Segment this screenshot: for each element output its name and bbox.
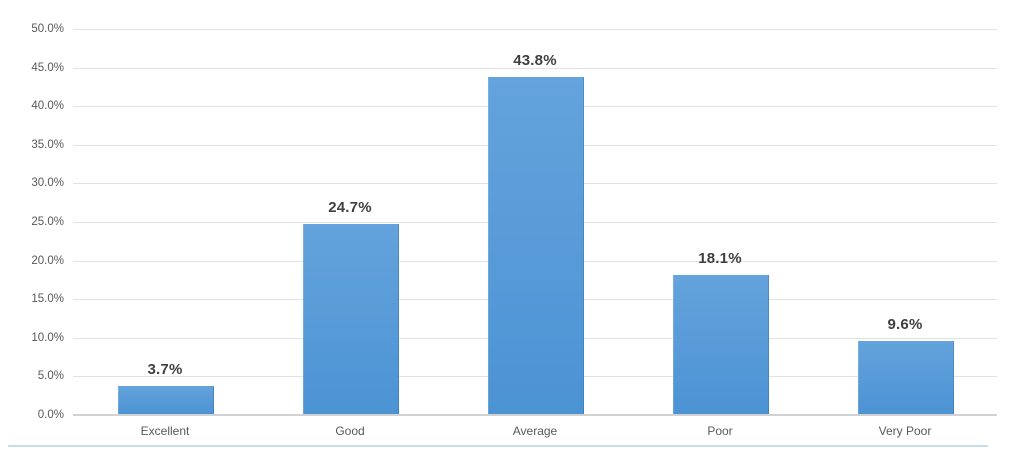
bar-value-label: 3.7% bbox=[147, 361, 183, 378]
bar-poor[interactable] bbox=[673, 275, 769, 414]
chart-bottom-accent-line bbox=[8, 445, 988, 447]
bar-value-label: 24.7% bbox=[328, 199, 372, 216]
y-axis-tick-label: 50.0% bbox=[31, 23, 64, 35]
x-axis-category-label: Very Poor bbox=[878, 424, 932, 438]
y-axis-tick-label: 15.0% bbox=[31, 293, 64, 305]
y-axis-tick-label: 10.0% bbox=[31, 332, 64, 344]
bar-value-label: 18.1% bbox=[698, 250, 742, 267]
y-axis-tick-label: 25.0% bbox=[31, 216, 64, 228]
x-axis-category-label: Average bbox=[512, 424, 558, 438]
y-axis-tick-label: 5.0% bbox=[37, 370, 64, 382]
y-axis-tick-label: 45.0% bbox=[31, 62, 64, 74]
x-axis-line bbox=[73, 414, 997, 416]
bar-value-label: 43.8% bbox=[513, 52, 557, 69]
x-axis-category-label: Good bbox=[335, 424, 365, 438]
bar-good[interactable] bbox=[303, 224, 399, 414]
y-axis-tick-label: 35.0% bbox=[31, 139, 64, 151]
bar-excellent[interactable] bbox=[118, 386, 214, 414]
x-axis-category-label: Excellent bbox=[140, 424, 190, 438]
x-axis-category-label: Poor bbox=[707, 424, 733, 438]
gridline bbox=[73, 29, 997, 30]
bar-value-label: 9.6% bbox=[887, 316, 923, 333]
y-axis-tick-label: 30.0% bbox=[31, 177, 64, 189]
y-axis-tick-label: 20.0% bbox=[31, 255, 64, 267]
y-axis-tick-label: 40.0% bbox=[31, 100, 64, 112]
y-axis-tick-label: 0.0% bbox=[37, 409, 64, 421]
bar-average[interactable] bbox=[488, 77, 584, 414]
bar-very-poor[interactable] bbox=[858, 341, 954, 414]
